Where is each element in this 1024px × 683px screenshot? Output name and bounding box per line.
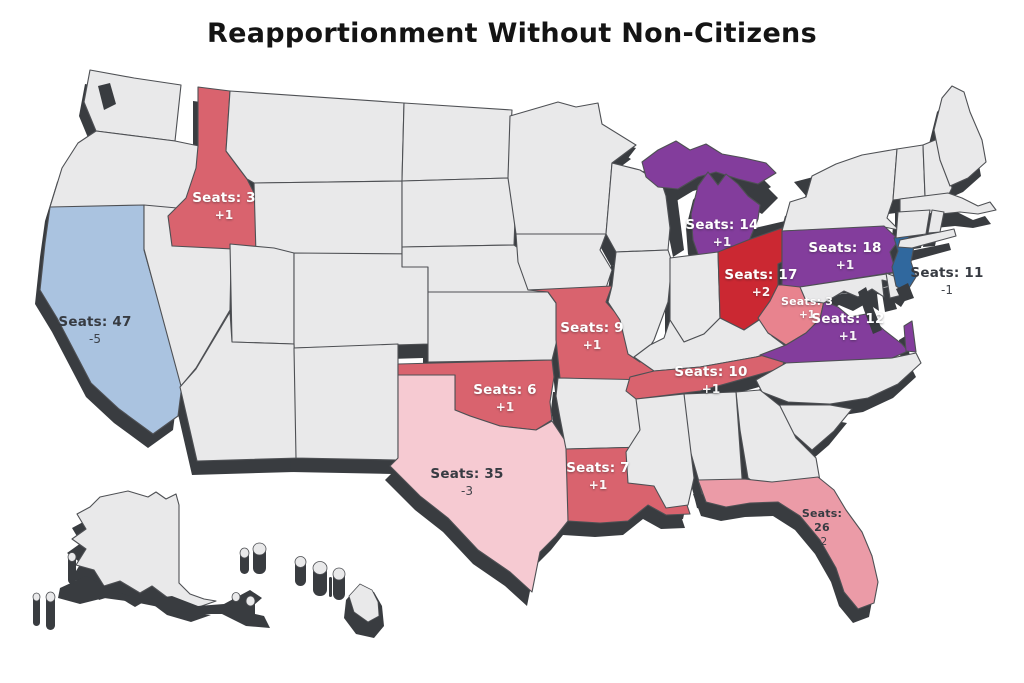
hawaii-island-lanai xyxy=(329,577,332,597)
aleutian-island xyxy=(68,556,76,584)
shadow-shape xyxy=(881,287,897,312)
puget-sound-shadow xyxy=(98,83,116,110)
state-iowa xyxy=(515,233,613,291)
states-layer xyxy=(39,69,997,610)
hawaii-island-maui-top xyxy=(332,567,346,581)
state-pennsylvania xyxy=(781,225,900,288)
state-washington xyxy=(83,69,182,142)
state-vermont xyxy=(892,144,926,201)
state-connecticut xyxy=(895,209,931,239)
aleutian-island xyxy=(46,596,55,630)
alaska-se-island-top xyxy=(245,595,256,607)
hawaii-island-niihau-top xyxy=(239,547,250,559)
hawaii-big-island-top xyxy=(348,583,380,623)
state-michigan-upper xyxy=(641,140,777,190)
state-new-york xyxy=(781,148,900,232)
aleutian-island-top xyxy=(67,552,77,562)
state-kansas xyxy=(427,291,558,363)
state-oregon xyxy=(49,130,200,216)
state-texas xyxy=(389,374,570,593)
decor-over-layer xyxy=(32,83,914,638)
state-utah xyxy=(229,243,295,345)
state-north-carolina xyxy=(755,352,922,405)
state-new-mexico xyxy=(293,343,399,461)
alaska-se-island xyxy=(232,596,240,620)
hawaii-island-kauai-top xyxy=(252,542,267,556)
aleutian-island-top xyxy=(32,592,41,602)
alaska-panhandle-shadow xyxy=(58,576,270,628)
state-minnesota xyxy=(507,101,637,235)
alaska-se-island-top xyxy=(231,592,241,602)
hawaii-island-oahu-top xyxy=(294,556,307,568)
state-south-dakota xyxy=(401,177,517,248)
state-north-dakota xyxy=(401,102,513,182)
alaska-se-island xyxy=(246,600,255,626)
delaware-bay-shadow xyxy=(896,283,914,302)
aleutian-island-top xyxy=(45,591,56,603)
state-maine xyxy=(933,85,987,187)
aleutian-island xyxy=(33,596,40,626)
state-florida xyxy=(697,476,879,610)
hawaii-island-molokai-top xyxy=(312,561,328,575)
state-virginia-eastern-shore xyxy=(903,320,917,353)
lake-michigan-shadow xyxy=(663,188,684,257)
state-mississippi xyxy=(625,393,695,509)
page-title: Reapportionment Without Non-Citizens xyxy=(207,18,817,49)
state-wyoming xyxy=(253,180,403,256)
state-rhode-island xyxy=(927,209,945,234)
state-georgia xyxy=(735,389,821,485)
chesapeake-bay-shadow xyxy=(858,287,882,334)
state-montana xyxy=(225,90,405,184)
